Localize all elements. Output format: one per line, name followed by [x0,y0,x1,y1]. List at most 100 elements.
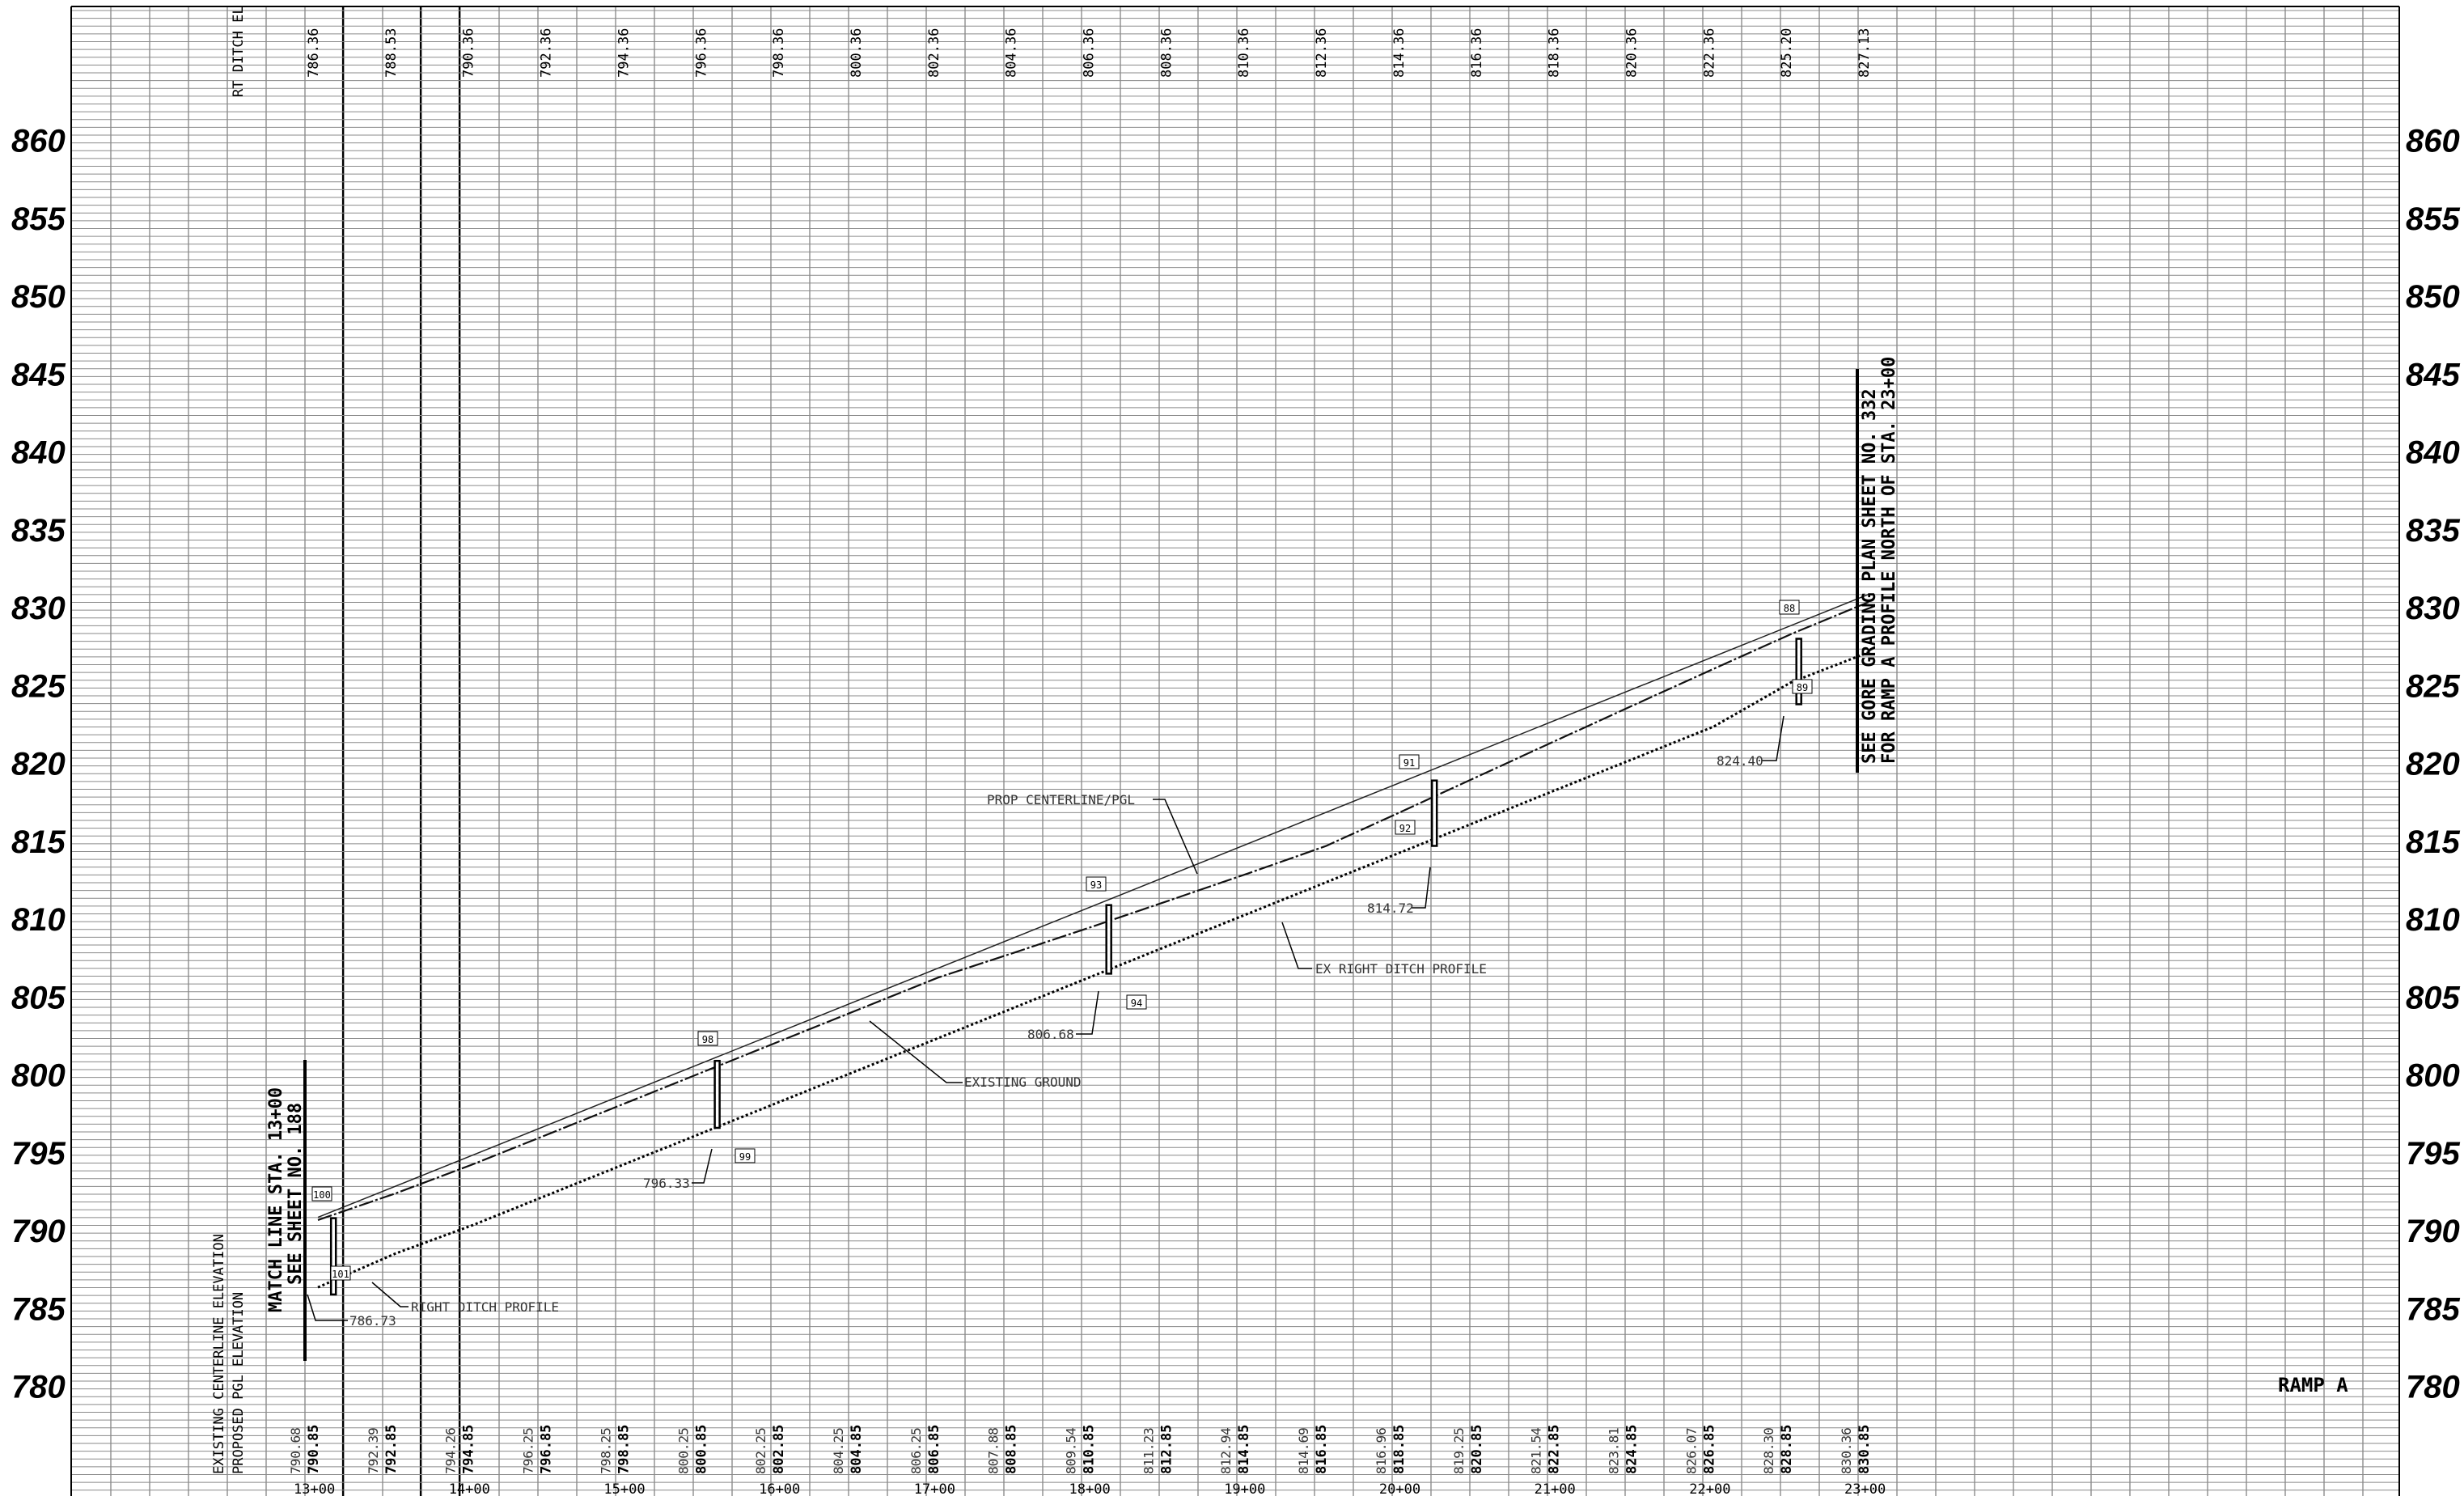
rt-ditch-value: 790.36 [461,28,477,78]
existing-elevation-value: 794.26 [443,1427,459,1474]
proposed-elevation-value: 810.85 [1082,1425,1098,1474]
station-label: 21+00 [1535,1481,1576,1496]
label-ex-right-ditch: EX RIGHT DITCH PROFILE [1315,961,1487,977]
proposed-elevation-value: 796.85 [539,1425,555,1474]
existing-elevation-value: 828.30 [1761,1427,1776,1474]
ditch-marker [1105,904,1112,975]
rt-ditch-value: 806.36 [1082,28,1098,78]
proposed-elevation-value: 800.85 [693,1425,709,1474]
elevation-label: 860 [2406,124,2460,159]
rt-ditch-value: 792.36 [539,28,555,78]
rt-ditch-value: 802.36 [926,28,942,78]
elevation-label: 800 [11,1058,66,1094]
existing-elevation-value: 823.81 [1606,1427,1621,1474]
point-bubble: 91 [1399,754,1420,769]
station-label: 16+00 [759,1481,800,1496]
elevation-label: 810 [2406,902,2460,938]
svg-text:100: 100 [313,1189,331,1201]
existing-elevation-value: 796.25 [521,1427,536,1474]
proposed-elevation-value: 822.85 [1547,1425,1563,1474]
elevation-label: 780 [11,1370,66,1405]
leader-right-ditch: RIGHT DITCH PROFILE [371,1282,559,1315]
station-label: 23+00 [1844,1481,1886,1496]
proposed-elevation-value: 814.85 [1236,1425,1252,1474]
callout-value: 786.73 [349,1313,396,1329]
existing-elevation-value: 809.54 [1064,1427,1079,1474]
proposed-elevation-value: 806.85 [926,1425,942,1474]
proposed-elevation-value: 798.85 [616,1425,632,1474]
ditch-marker [1795,638,1802,706]
vertical-grid [110,6,2364,1496]
rt-ditch-value: 798.36 [771,28,787,78]
existing-elevation-value: 804.25 [831,1427,846,1474]
callout-ditch-4: 814.72 [1367,867,1431,916]
station-label: 22+00 [1689,1481,1730,1496]
point-bubble: 101 [330,1265,351,1281]
point-bubble: 92 [1395,820,1416,835]
ditch-marker [713,1059,721,1129]
proposed-elevation-value: 824.85 [1624,1425,1640,1474]
horizontal-grid [71,10,2399,1491]
elevation-label: 855 [11,201,66,237]
elevation-label: 785 [2406,1291,2460,1327]
proposed-elevation-value: 828.85 [1779,1425,1795,1474]
elevation-label: 840 [11,435,66,471]
point-bubble: 88 [1779,600,1800,615]
point-bubble: 100 [311,1186,332,1201]
rt-ditch-value: 827.13 [1856,28,1873,78]
elevation-label: 855 [2406,201,2460,237]
row-label-proposed: PROPOSED PGL ELEVATION [231,1292,247,1474]
callout-value: 806.68 [1027,1027,1074,1042]
svg-text:88: 88 [1784,603,1795,614]
rt-ditch-value: 812.36 [1314,28,1330,78]
proposed-elevation-value: 790.85 [306,1425,322,1474]
callout-ditch-5: 824.40 [1717,715,1784,769]
rt-ditch-value: 820.36 [1624,28,1640,78]
leader-ex-right-ditch: EX RIGHT DITCH PROFILE [1281,922,1487,977]
existing-elevation-value: 826.07 [1683,1427,1699,1474]
elevation-label: 850 [11,279,66,315]
ramp-label: RAMP A [2278,1374,2348,1396]
elevation-label: 795 [2406,1136,2460,1172]
proposed-elevation-value: 792.85 [383,1425,400,1474]
elevation-label: 825 [2406,668,2460,704]
existing-elevation-value: 816.96 [1374,1427,1389,1474]
proposed-pgl-line [317,593,1869,1218]
ditch-markers [329,638,1802,1296]
station-label: 18+00 [1069,1481,1111,1496]
elevation-label: 820 [11,747,66,782]
existing-elevation-value: 830.36 [1839,1427,1854,1474]
proposed-elevation-value: 804.85 [849,1425,865,1474]
elevation-label: 835 [11,513,66,549]
svg-text:89: 89 [1797,682,1808,693]
svg-text:98: 98 [702,1034,713,1045]
station-label: 20+00 [1379,1481,1420,1496]
ditch-marker [329,1217,337,1296]
elevation-axis-left: 860 855 850 845 840 835 830 825 820 815 810 805 800 7… [11,124,66,1405]
row-label-existing: EXISTING CENTERLINE ELEVATION [211,1234,227,1474]
matchline-label: MATCH LINE STA. 13+00 [266,1087,286,1312]
existing-elevation-value: 811.23 [1141,1427,1156,1474]
existing-ground-line [317,601,1869,1221]
label-prop-centerline: PROP CENTERLINE/PGL [987,792,1135,807]
station-label: 13+00 [294,1481,335,1496]
elevation-label: 800 [2406,1058,2460,1094]
elevation-label: 835 [2406,513,2460,549]
elevation-label: 805 [11,980,66,1015]
existing-elevation-value: 807.88 [986,1427,1001,1474]
station-label: 19+00 [1224,1481,1265,1496]
proposed-elevation-value: 794.85 [461,1425,477,1474]
elevation-label: 815 [2406,824,2460,860]
existing-elevation-value: 814.69 [1296,1427,1311,1474]
elevation-label: 845 [11,357,66,392]
right-ditch-line [317,651,1869,1289]
station-label: 14+00 [449,1481,490,1496]
proposed-pgl-elevations: 790.85 792.85 794.85 796.85 798.85 800.85 802.… [306,1425,1873,1474]
leader-prop-centerline: PROP CENTERLINE/PGL [987,792,1198,875]
existing-elevation-value: 790.68 [288,1427,303,1474]
label-existing-ground: EXISTING GROUND [964,1074,1082,1090]
rt-ditch-value: 796.36 [693,28,709,78]
profiles [317,593,1869,1289]
rt-ditch-value: 825.20 [1779,28,1795,78]
callout-ditch-3: 806.68 [1027,990,1099,1042]
